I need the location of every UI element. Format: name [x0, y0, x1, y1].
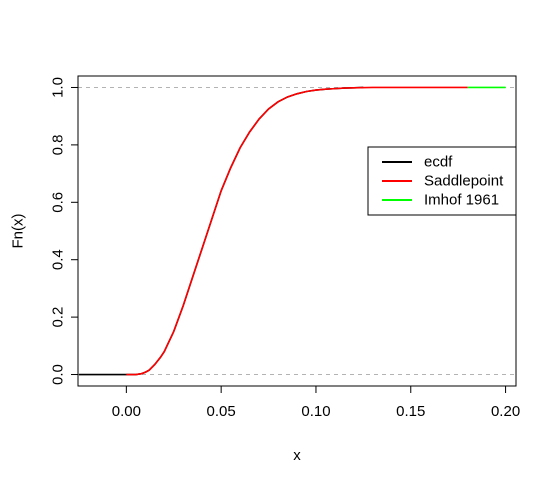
y-tick-label: 0.2 — [50, 307, 67, 328]
series-saddlepoint — [126, 86, 468, 376]
y-axis-title: Fn(x) — [10, 214, 27, 249]
series-layer — [78, 86, 506, 376]
legend-label: Saddlepoint — [424, 173, 504, 190]
plot-frame — [77, 75, 517, 387]
y-tick-label: 0.4 — [50, 249, 67, 270]
series-line — [126, 86, 468, 376]
x-tick-label: 0.10 — [301, 403, 330, 420]
y-axis: 0.0 0.2 0.4 0.6 0.8 1.0 — [50, 77, 79, 385]
y-tick-label: 0.8 — [50, 134, 67, 155]
x-axis-title: x — [293, 447, 301, 464]
y-tick-label: 0.6 — [50, 192, 67, 213]
y-tick-label: 0.0 — [50, 364, 67, 385]
series-ecdf — [78, 86, 364, 376]
x-tick-label: 0.00 — [112, 403, 141, 420]
x-axis: 0.00 0.05 0.10 0.15 0.20 — [112, 385, 520, 420]
legend: ecdf Saddlepoint Imhof 1961 — [367, 146, 517, 216]
x-tick-label: 0.15 — [396, 403, 425, 420]
legend-label: ecdf — [424, 154, 453, 171]
x-tick-label: 0.20 — [491, 403, 520, 420]
series-line — [78, 86, 364, 376]
reference-lines — [78, 86, 516, 376]
x-tick-label: 0.05 — [207, 403, 236, 420]
y-tick-label: 1.0 — [50, 77, 67, 98]
legend-label: Imhof 1961 — [424, 192, 499, 209]
